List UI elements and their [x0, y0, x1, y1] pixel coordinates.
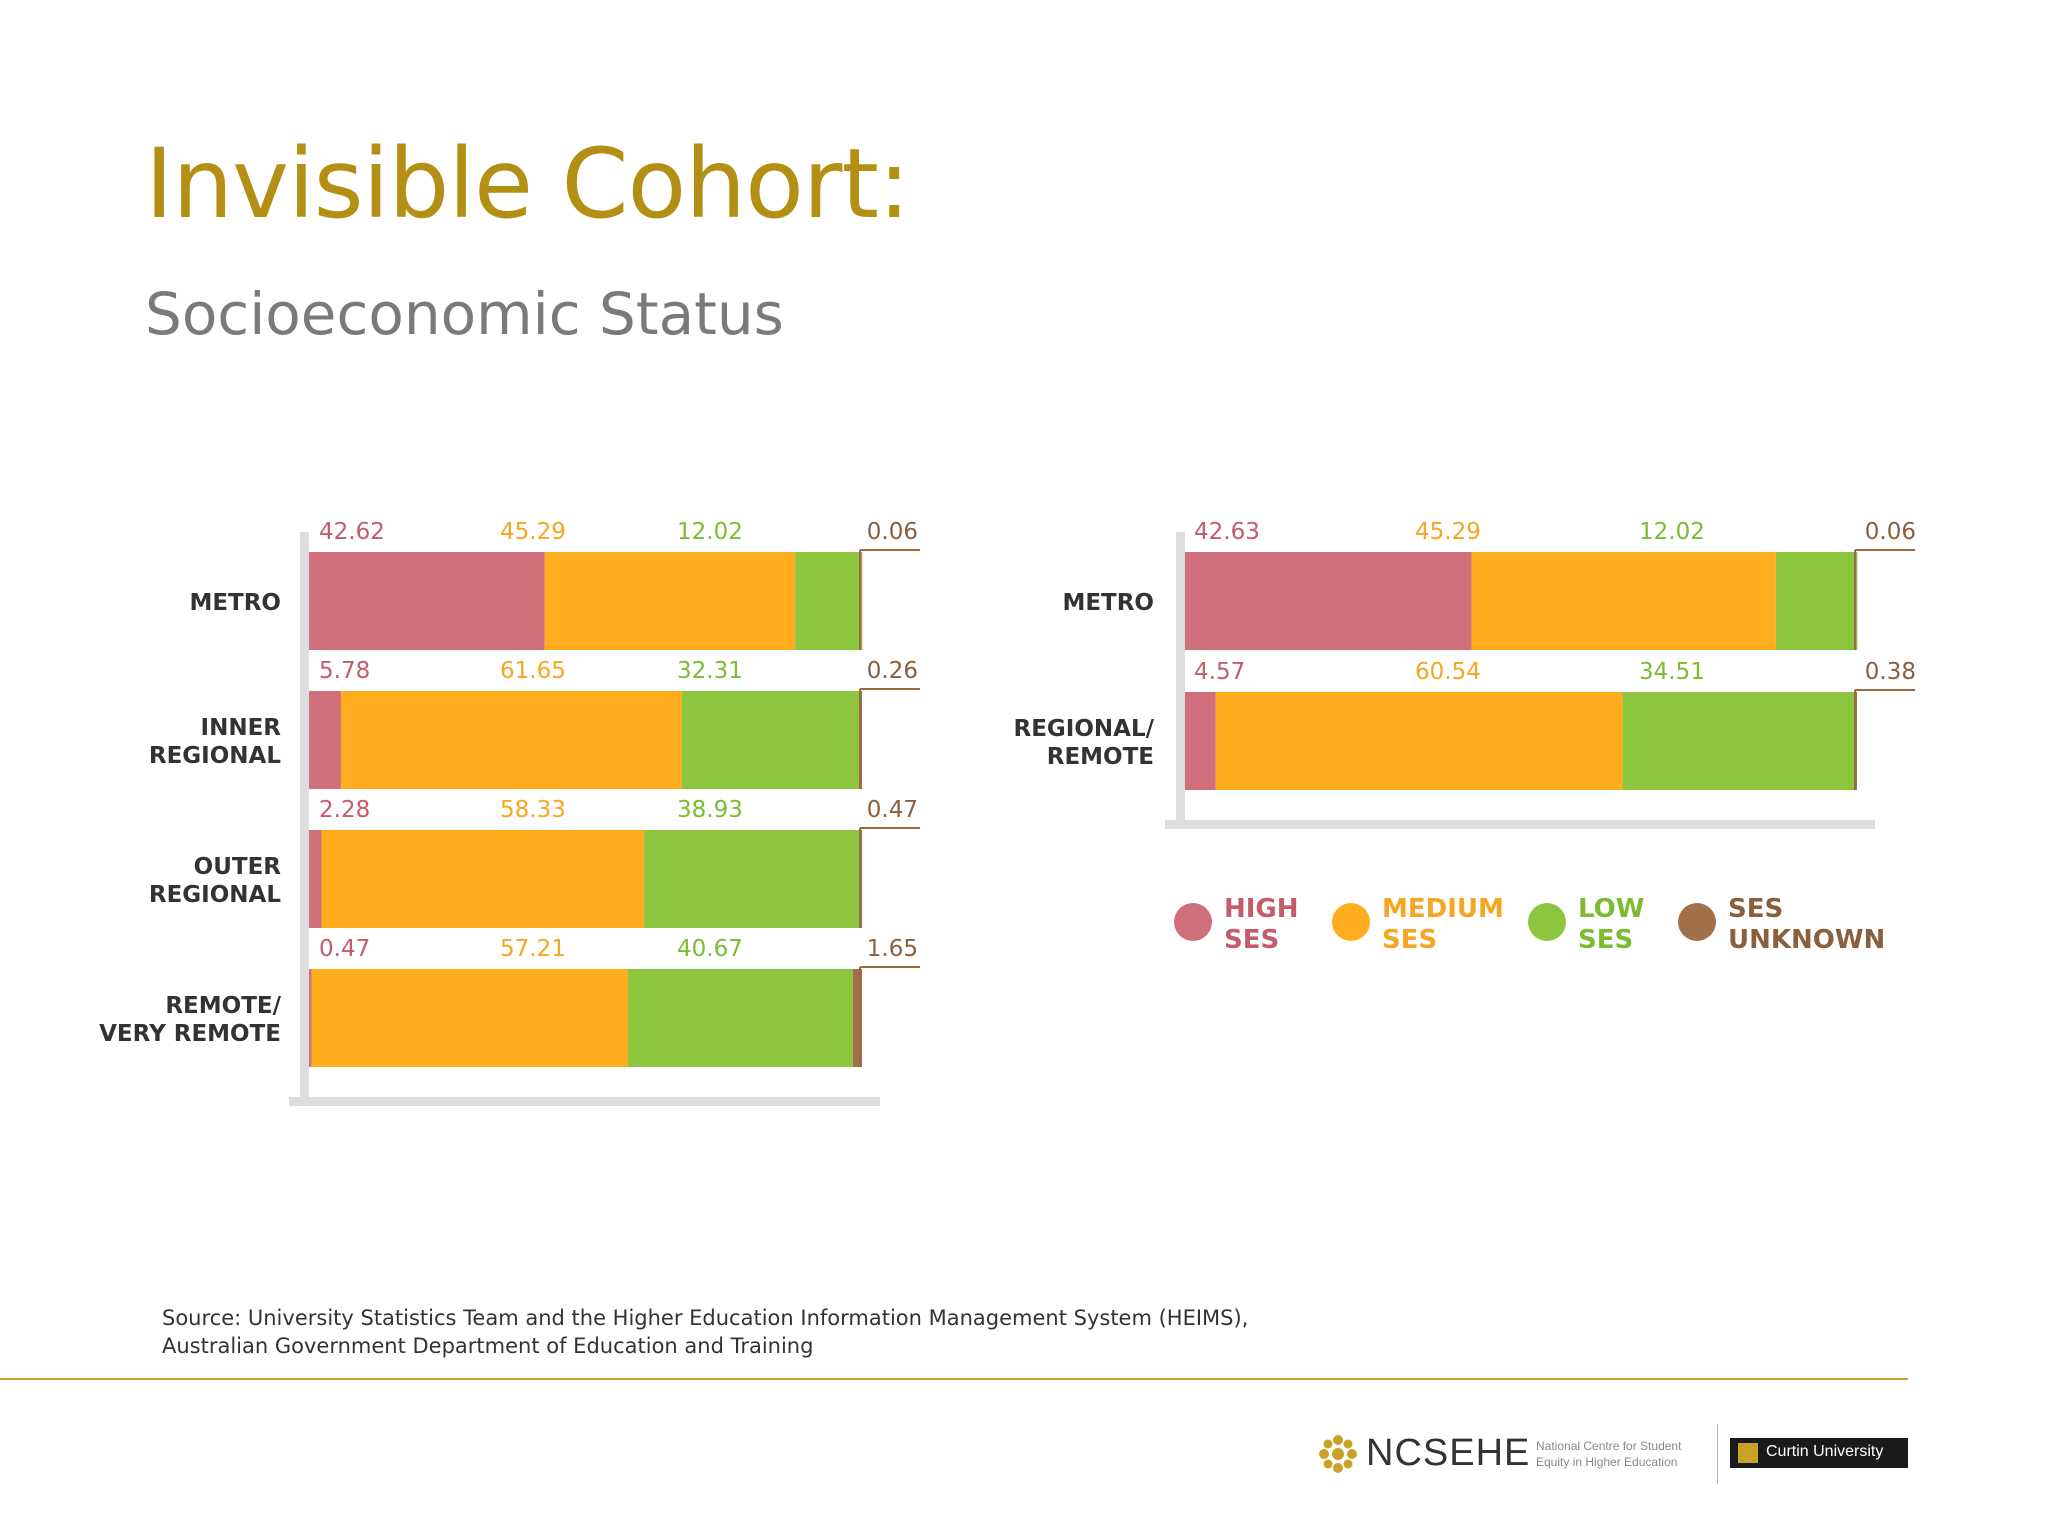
bar-segment-low: [644, 830, 860, 928]
category-label: REGIONAL/: [1013, 716, 1154, 742]
bar-segment-unknown: [861, 552, 863, 650]
curtin-crest-icon: [1738, 1443, 1758, 1463]
footer-logos: NCSEHE National Centre for Student Equit…: [1310, 1420, 1910, 1490]
bar-segment-low: [1775, 552, 1857, 650]
category-label: VERY REMOTE: [99, 1021, 281, 1047]
value-label-low: 38.93: [677, 797, 743, 823]
ses-chart-by-region: 42.62 45.29 12.02 0.06 METRO 5.78 61.65 32.31 0.…: [99, 519, 920, 1106]
value-label-high: 4.57: [1194, 659, 1245, 685]
bar-segment-unknown: [860, 691, 862, 789]
ncsehe-logo-icon: [1319, 1435, 1357, 1473]
ncsehe-desc-line-1: National Centre for Student: [1536, 1439, 1682, 1453]
curtin-logo: Curtin University: [1730, 1438, 1908, 1468]
ses-chart-metro-vs-regional: 42.63 45.29 12.02 0.06 METRO 4.57 60.54 34.51 0.…: [1013, 519, 1916, 829]
bar-segment-high: [309, 830, 322, 928]
value-label-low: 40.67: [677, 936, 743, 962]
source-line-2: Australian Government Department of Educ…: [162, 1334, 814, 1358]
value-label-high: 0.47: [319, 936, 370, 962]
value-label-low: 32.31: [677, 658, 743, 684]
legend-label-high: SES: [1224, 925, 1279, 955]
category-label: REMOTE/: [165, 993, 281, 1019]
x-axis-line: [289, 1097, 880, 1106]
legend-swatch-low: [1528, 903, 1566, 941]
category-label: REGIONAL: [149, 743, 281, 769]
bar-segment-high: [309, 691, 341, 789]
legend-label-low: LOW: [1578, 894, 1644, 924]
value-label-high: 42.62: [319, 519, 385, 545]
value-label-high: 42.63: [1194, 519, 1260, 545]
value-label-medium: 45.29: [1415, 519, 1481, 545]
category-label: INNER: [201, 715, 282, 741]
source-line-1: Source: University Statistics Team and t…: [162, 1306, 1249, 1330]
value-label-low: 12.02: [677, 519, 743, 545]
bar-segment-high: [1185, 692, 1216, 790]
bar-segment-unknown: [852, 969, 862, 1067]
bar-segment-low: [1622, 692, 1855, 790]
legend-label-medium: MEDIUM: [1382, 894, 1504, 924]
bar-segment-medium: [1215, 692, 1623, 790]
value-label-high: 2.28: [319, 797, 370, 823]
value-label-low: 12.02: [1639, 519, 1705, 545]
bar-segment-high: [309, 969, 312, 1067]
bar-segment-high: [309, 552, 545, 650]
category-label: METRO: [1062, 590, 1154, 616]
bar-segment-high: [1185, 552, 1472, 650]
category-label: OUTER: [194, 854, 282, 880]
category-label: REGIONAL: [149, 882, 281, 908]
legend-swatch-unknown: [1678, 903, 1716, 941]
value-label-unknown: 0.38: [1865, 659, 1916, 685]
bar-segment-unknown: [1856, 552, 1858, 650]
legend-label-unknown: SES: [1728, 894, 1783, 924]
bar-segment-low: [627, 969, 853, 1067]
legend-label-low: SES: [1578, 925, 1633, 955]
value-label-medium: 61.65: [500, 658, 566, 684]
value-label-medium: 57.21: [500, 936, 566, 962]
value-label-unknown: 0.06: [867, 519, 918, 545]
source-note: Source: University Statistics Team and t…: [162, 1304, 1462, 1360]
bar-segment-medium: [1471, 552, 1776, 650]
category-label: METRO: [189, 590, 281, 616]
legend-label-high: HIGH: [1224, 894, 1299, 924]
ncsehe-desc-line-2: Equity in Higher Education: [1536, 1455, 1678, 1469]
slide-subtitle: Socioeconomic Status: [145, 280, 784, 348]
value-label-medium: 45.29: [500, 519, 566, 545]
value-label-unknown: 0.26: [867, 658, 918, 684]
slide-title: Invisible Cohort:: [145, 128, 910, 240]
footer-divider: [0, 1378, 1908, 1380]
y-axis-line: [300, 532, 309, 1097]
legend-label-unknown: UNKNOWN: [1728, 925, 1885, 955]
bar-segment-medium: [321, 830, 645, 928]
value-label-low: 34.51: [1639, 659, 1705, 685]
bar-segment-medium: [544, 552, 796, 650]
bar-segment-medium: [340, 691, 682, 789]
value-label-unknown: 0.47: [867, 797, 918, 823]
legend-swatch-high: [1174, 903, 1212, 941]
category-label: REMOTE: [1047, 744, 1154, 770]
value-label-high: 5.78: [319, 658, 370, 684]
legend-swatch-medium: [1332, 903, 1370, 941]
ncsehe-logo-text: NCSEHE: [1366, 1432, 1531, 1474]
logo-separator: [1717, 1424, 1718, 1484]
value-label-unknown: 1.65: [867, 936, 918, 962]
legend-label-medium: SES: [1382, 925, 1437, 955]
value-label-medium: 60.54: [1415, 659, 1481, 685]
y-axis-line: [1176, 532, 1185, 820]
value-label-unknown: 0.06: [1865, 519, 1916, 545]
bar-segment-low: [795, 552, 862, 650]
value-label-medium: 58.33: [500, 797, 566, 823]
x-axis-line: [1165, 820, 1875, 829]
curtin-logo-text: Curtin University: [1766, 1443, 1884, 1460]
bar-segment-low: [681, 691, 861, 789]
bar-segment-medium: [311, 969, 628, 1067]
ncsehe-description: National Centre for Student Equity in Hi…: [1536, 1438, 1716, 1470]
